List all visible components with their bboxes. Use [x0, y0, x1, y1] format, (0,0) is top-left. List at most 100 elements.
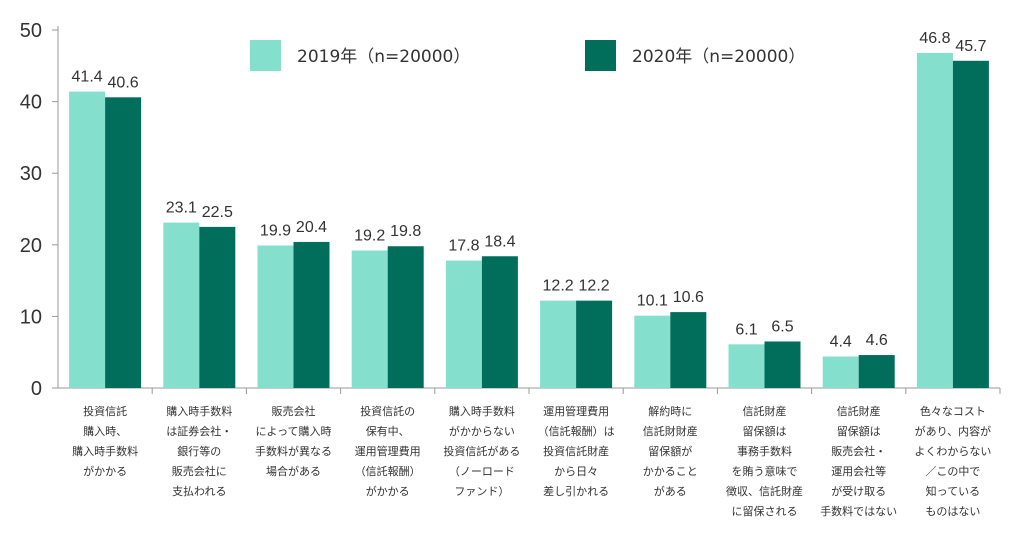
- value-label: 45.7: [955, 38, 986, 55]
- category-label-line: 手数料ではない: [820, 504, 897, 518]
- value-label: 6.5: [771, 318, 793, 335]
- category-label-line: ものはない: [925, 505, 980, 518]
- category-labels-layer: 投資信託購入時、購入時手数料がかかる購入時手数料は証券会社・銀行等の販売会社に支…: [72, 404, 991, 518]
- category-label-line: 事務手数料: [737, 444, 792, 458]
- value-label: 40.6: [108, 74, 139, 91]
- category-label-line: 色々なコスト: [920, 404, 986, 418]
- category-label-line: がある: [654, 484, 687, 498]
- bar-2019: [257, 245, 294, 388]
- category-label-line: 購入時手数料: [72, 444, 138, 458]
- value-label: 46.8: [919, 30, 950, 47]
- category-label-line: かかること: [643, 465, 698, 478]
- category-label-line: 購入時手数料: [166, 404, 232, 418]
- category-label-line: によって購入時: [255, 424, 331, 438]
- category-label-line: があり、内容が: [915, 424, 992, 438]
- bars-layer: [69, 52, 989, 389]
- category-label-line: 運用会社等: [831, 464, 886, 478]
- category-label-line: 信託財産: [743, 404, 787, 418]
- category-label-line: がかかる: [366, 484, 410, 498]
- category-label-line: 信託財産: [837, 404, 881, 418]
- value-label: 4.6: [866, 332, 888, 349]
- bar-2019: [540, 300, 577, 388]
- value-label: 12.2: [579, 278, 610, 295]
- value-label: 19.2: [354, 228, 385, 245]
- bar-2020: [293, 241, 330, 388]
- bar-2019: [822, 356, 859, 388]
- value-label: 4.4: [830, 333, 852, 350]
- category-label-line: 購入時、: [83, 424, 127, 438]
- category-label-line: 徴収、信託財産: [726, 484, 803, 498]
- legend-swatch-2020: [585, 40, 616, 71]
- category-label-line: 手数料が異なる: [255, 444, 332, 458]
- category-label-line: ／この中で: [925, 465, 980, 478]
- y-tick-label: 0: [31, 378, 42, 400]
- value-label: 19.9: [260, 223, 291, 240]
- category-label-line: から日々: [554, 465, 598, 478]
- value-label: 41.4: [72, 69, 103, 86]
- category-label-line: 支払われる: [172, 484, 226, 498]
- category-label-line: 投資信託の: [360, 404, 415, 418]
- bar-2019: [634, 315, 671, 388]
- bar-2020: [858, 355, 895, 388]
- y-tick-label: 10: [20, 306, 42, 328]
- bar-2020: [764, 341, 801, 388]
- value-label: 19.8: [390, 223, 421, 240]
- category-label-line: 販売会社: [272, 404, 316, 418]
- value-label: 20.4: [296, 219, 327, 236]
- category-label-line: 解約時に: [648, 404, 692, 418]
- value-label: 6.1: [735, 321, 757, 338]
- category-label-line: 販売会社に: [172, 464, 227, 478]
- category-label-line: 留保額は: [743, 424, 787, 438]
- value-label: 18.4: [484, 233, 515, 250]
- category-label-line: （信託報酬）: [355, 464, 421, 478]
- category-label-line: 差し引かれる: [543, 484, 609, 498]
- category-label-line: 投資信託: [83, 404, 127, 418]
- value-label: 23.1: [166, 200, 197, 217]
- category-label-line: （ノーロード: [449, 465, 515, 478]
- bar-2020: [576, 300, 613, 388]
- legend-label: 2020年（n=20000）: [632, 47, 805, 67]
- bar-2020: [670, 312, 707, 388]
- value-labels-layer: 41.4 40.6 23.1 22.5 19.9 20.4 19.2 19.8 17.8 18.4…: [72, 30, 987, 351]
- category-label-line: 投資信託財産: [543, 444, 609, 458]
- bar-2019: [69, 91, 106, 389]
- category-label-line: が受け取る: [831, 484, 886, 498]
- value-label: 22.5: [202, 204, 233, 221]
- category-label-line: に留保される: [732, 504, 798, 518]
- category-label-line: 投資信託がある: [443, 444, 520, 458]
- y-tick-label: 40: [20, 92, 42, 114]
- y-tick-label: 20: [20, 235, 42, 257]
- y-tick-label: 30: [20, 163, 42, 185]
- bar-2019: [916, 52, 953, 389]
- legend-label: 2019年（n=20000）: [297, 47, 470, 67]
- bar-2020: [105, 97, 142, 388]
- category-label-line: を賄う意味で: [732, 464, 798, 478]
- category-label-line: 知っている: [926, 484, 980, 498]
- category-label-line: 留保額は: [837, 424, 881, 438]
- category-label-line: 留保額が: [648, 444, 692, 458]
- bar-2020: [199, 226, 236, 388]
- value-label: 12.2: [543, 278, 574, 295]
- category-label-line: 銀行等の: [177, 444, 221, 458]
- category-label-line: ファンド）: [454, 485, 509, 498]
- bar-2019: [728, 344, 765, 388]
- category-label-line: 購入時手数料: [449, 404, 515, 418]
- y-tick-label: 50: [20, 20, 42, 42]
- category-label-line: 販売会社・: [831, 444, 886, 458]
- legend-swatch-2019: [250, 40, 281, 71]
- bar-2020: [387, 246, 424, 388]
- value-label: 10.1: [637, 293, 668, 310]
- bar-2020: [481, 256, 518, 388]
- category-label-line: は証券会社・: [166, 424, 232, 438]
- bar-2019: [351, 250, 388, 388]
- category-label-line: がかかる: [83, 464, 127, 478]
- category-label-line: 運用管理費用: [543, 404, 609, 418]
- value-label: 10.6: [673, 289, 704, 306]
- bar-2019: [163, 222, 200, 388]
- category-label-line: 運用管理費用: [355, 444, 421, 458]
- category-label-line: 信託財財産: [643, 424, 698, 438]
- category-label-line: 場合がある: [266, 464, 321, 478]
- value-label: 17.8: [448, 238, 479, 255]
- category-label-line: 保有中、: [366, 424, 410, 438]
